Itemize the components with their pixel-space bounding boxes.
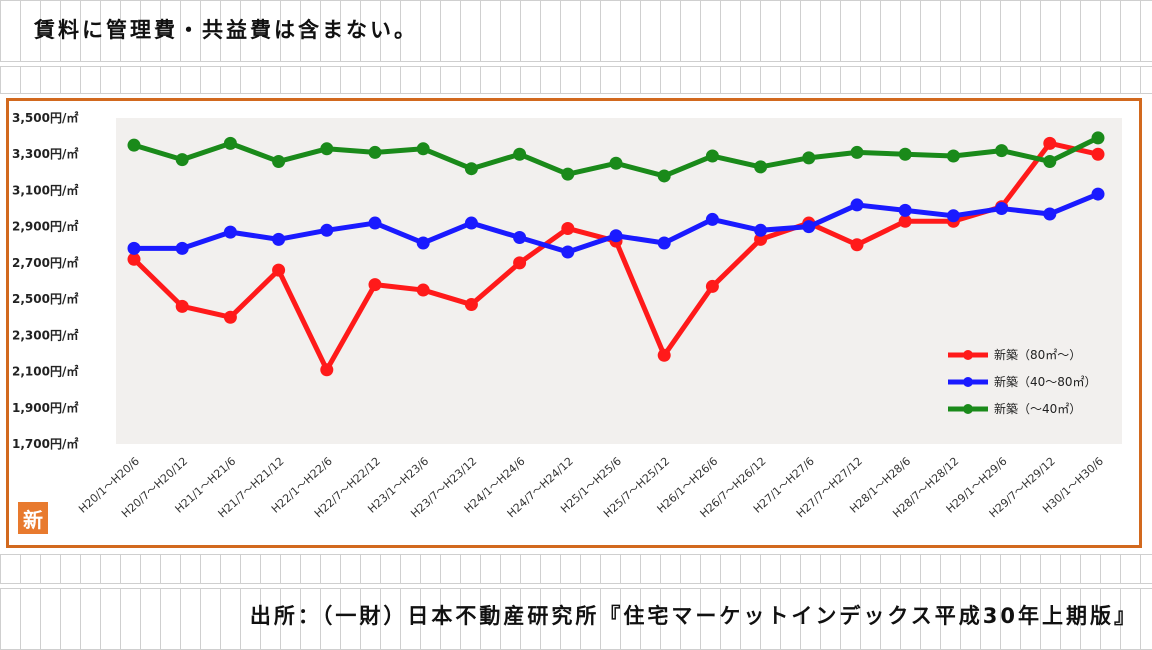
data-point [561, 221, 575, 235]
grid-strip-bottom [0, 588, 1152, 650]
legend-marker [963, 350, 973, 360]
data-point [995, 144, 1009, 158]
y-tick-label: 2,300円/㎡ [12, 327, 78, 342]
grid-strip-top [0, 0, 1152, 62]
y-tick-label: 2,500円/㎡ [12, 291, 78, 306]
y-tick-label: 1,900円/㎡ [12, 400, 78, 415]
data-point [802, 151, 816, 165]
data-point [368, 278, 382, 292]
data-point [995, 202, 1009, 216]
data-point [368, 145, 382, 159]
data-point [609, 156, 623, 170]
data-point [368, 216, 382, 230]
data-point [754, 223, 768, 237]
y-tick-label: 2,700円/㎡ [12, 255, 78, 270]
data-point [1091, 187, 1105, 201]
data-point [850, 145, 864, 159]
data-point [1091, 147, 1105, 161]
data-point [127, 138, 141, 152]
grid-strip-lower [0, 554, 1152, 584]
data-point [946, 209, 960, 223]
data-point [802, 220, 816, 234]
data-point [464, 298, 478, 312]
data-point [416, 142, 430, 156]
data-point [1043, 207, 1057, 221]
data-point [175, 153, 189, 167]
data-point [657, 236, 671, 250]
data-point [754, 232, 768, 246]
data-point [657, 348, 671, 362]
data-point [705, 279, 719, 293]
new-construction-badge-icon: 新 [18, 502, 48, 534]
data-point [223, 310, 237, 324]
y-tick-label: 3,500円/㎡ [12, 110, 78, 125]
source-citation: 出所：（一財）日本不動産研究所『住宅マーケットインデックス平成30年上期版』 [249, 604, 1138, 628]
data-point [416, 283, 430, 297]
data-point [1043, 136, 1057, 150]
data-point [561, 167, 575, 181]
data-point [609, 229, 623, 243]
data-point [272, 232, 286, 246]
data-point [705, 212, 719, 226]
legend-label: 新築（～40㎡） [994, 401, 1081, 416]
data-point [320, 142, 334, 156]
data-point [513, 256, 527, 270]
data-point [416, 236, 430, 250]
data-point [754, 160, 768, 174]
data-point [898, 214, 912, 228]
data-point [1091, 131, 1105, 145]
data-point [464, 162, 478, 176]
y-tick-label: 2,900円/㎡ [12, 219, 78, 234]
data-point [320, 223, 334, 237]
grid-strip-upper [0, 66, 1152, 94]
data-point [946, 149, 960, 163]
data-point [223, 136, 237, 150]
data-point [513, 147, 527, 161]
data-point [175, 299, 189, 313]
y-tick-label: 2,100円/㎡ [12, 364, 78, 379]
data-point [223, 225, 237, 239]
legend-label: 新築（40～80㎡） [994, 374, 1097, 389]
data-point [127, 241, 141, 255]
legend-marker [963, 404, 973, 414]
data-point [1043, 154, 1057, 168]
rent-note: 賃料に管理費・共益費は含まない。 [34, 18, 418, 42]
data-point [561, 245, 575, 259]
data-point [898, 203, 912, 217]
y-tick-label: 3,300円/㎡ [12, 146, 78, 161]
data-point [898, 147, 912, 161]
data-point [850, 198, 864, 212]
y-tick-label: 1,700円/㎡ [12, 436, 78, 451]
data-point [272, 154, 286, 168]
data-point [705, 149, 719, 163]
data-point [513, 231, 527, 245]
data-point [657, 169, 671, 183]
data-point [127, 252, 141, 266]
y-tick-label: 3,100円/㎡ [12, 182, 78, 197]
data-point [464, 216, 478, 230]
legend-label: 新築（80㎡～） [994, 347, 1081, 362]
data-point [272, 263, 286, 277]
data-point [850, 238, 864, 252]
data-point [175, 241, 189, 255]
legend-marker [963, 377, 973, 387]
data-point [320, 363, 334, 377]
